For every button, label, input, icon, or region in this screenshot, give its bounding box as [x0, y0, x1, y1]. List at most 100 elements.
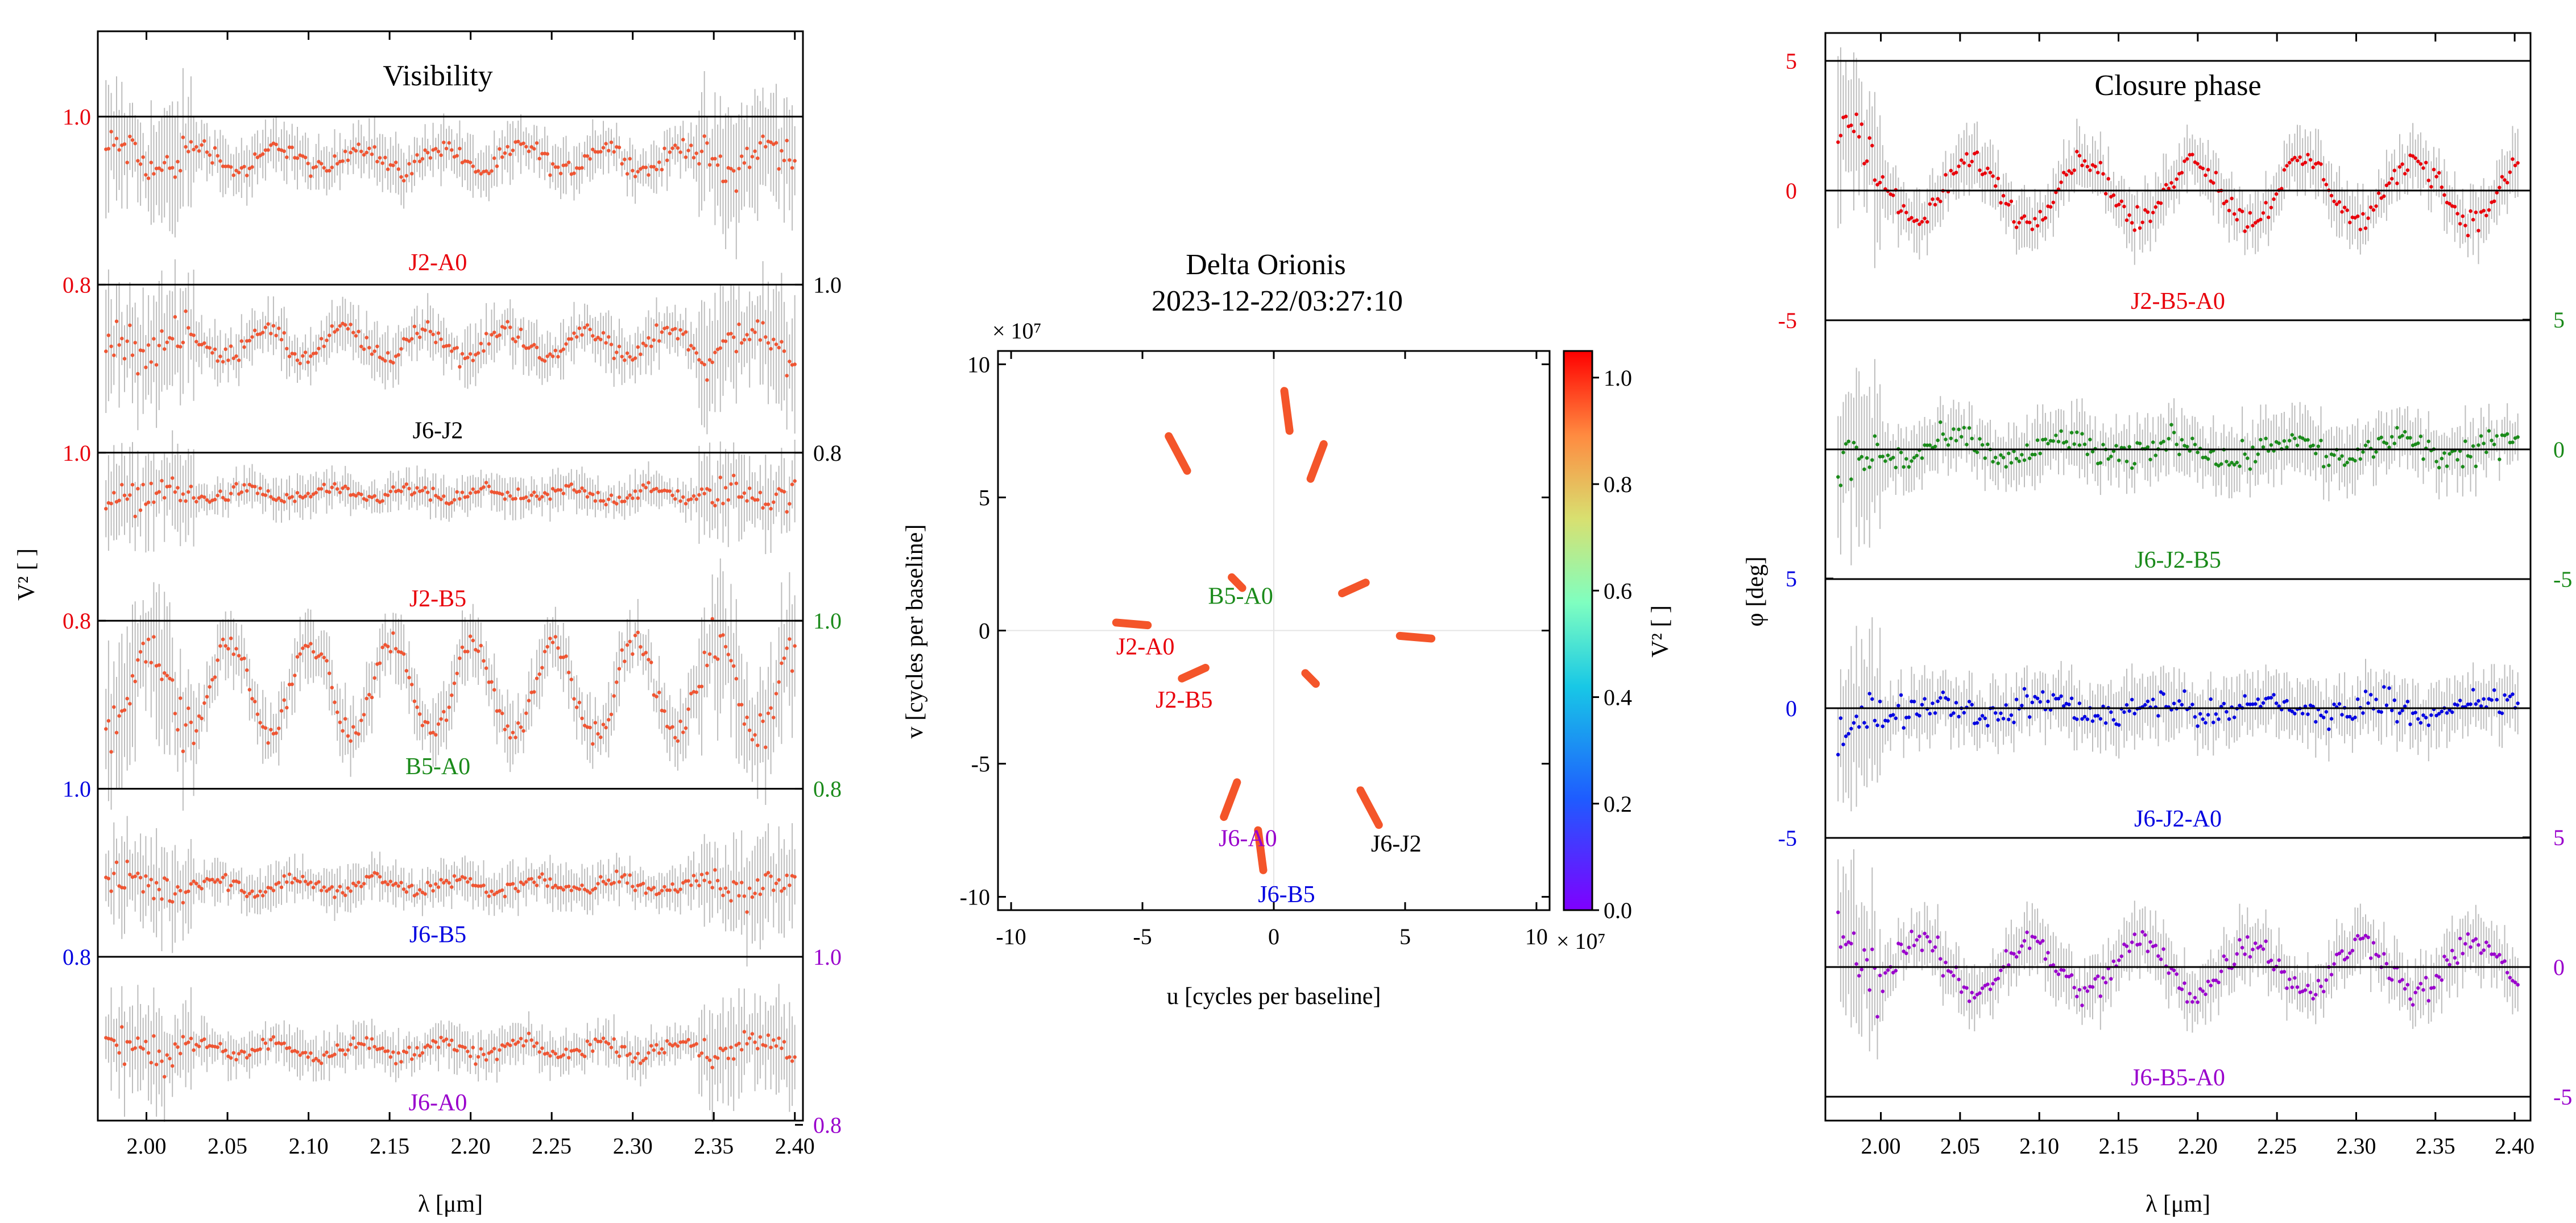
closure-phase-point — [2495, 955, 2499, 959]
closure-phase-point — [2109, 195, 2113, 199]
closure-phase-point — [2056, 972, 2061, 976]
visibility-point — [404, 1050, 408, 1055]
closure-phase-point — [2484, 940, 2488, 944]
closure-phase-point — [2337, 702, 2342, 706]
visibility-point — [128, 323, 132, 327]
visibility-point — [328, 168, 332, 173]
closure-phase-point — [2101, 172, 2105, 176]
visibility-point — [285, 346, 289, 351]
visibility-point — [788, 1055, 792, 1059]
visibility-point — [187, 1040, 190, 1044]
closure-phase-point — [2316, 978, 2321, 983]
closure-phase-point — [2190, 152, 2194, 156]
visibility-point — [482, 1052, 486, 1056]
visibility-point — [524, 1039, 528, 1043]
closure-phase-point — [2308, 990, 2313, 994]
visibility-point — [333, 330, 337, 334]
visibility-point — [596, 490, 600, 495]
visibility-point — [109, 1037, 113, 1041]
closure-phase-point — [2064, 440, 2068, 444]
visibility-point — [197, 342, 201, 347]
visibility-point — [583, 1054, 587, 1059]
closure-phase-point — [2248, 703, 2252, 706]
closure-phase-point — [1925, 220, 1929, 224]
visibility-point — [306, 882, 310, 886]
closure-phase-x-tick-label: 2.00 — [1861, 1133, 1901, 1159]
closure-phase-point — [1917, 934, 1921, 939]
visibility-point — [532, 147, 536, 151]
closure-phase-point — [1873, 434, 1877, 438]
visibility-point — [718, 476, 723, 480]
visibility-point — [285, 1046, 289, 1051]
uv-baseline-label: J6-J2 — [1371, 831, 1422, 857]
visibility-y-tick-label: 0.8 — [813, 776, 842, 802]
visibility-point — [506, 724, 510, 728]
visibility-point — [750, 155, 755, 159]
closure-phase-point — [2090, 449, 2095, 454]
visibility-point — [357, 142, 361, 146]
visibility-point — [655, 695, 659, 699]
visibility-y-tick-label: 0.8 — [813, 440, 842, 466]
visibility-point — [620, 162, 624, 166]
visibility-point — [647, 886, 651, 890]
visibility-point — [418, 159, 422, 163]
visibility-point — [436, 1046, 441, 1050]
visibility-point — [601, 146, 606, 150]
closure-phase-point — [2479, 434, 2483, 438]
closure-phase-y-tick-label: -5 — [1778, 825, 1797, 851]
visibility-point — [146, 637, 151, 642]
visibility-point — [223, 498, 227, 502]
visibility-point — [567, 337, 571, 341]
closure-phase-point — [2038, 941, 2042, 945]
closure-phase-point — [1994, 184, 1998, 188]
visibility-point — [468, 877, 473, 881]
closure-phase-point — [1894, 716, 1898, 720]
closure-phase-point — [2267, 960, 2271, 964]
visibility-point — [325, 1050, 329, 1055]
visibility-x-tick-label: 2.05 — [208, 1133, 247, 1159]
visibility-point — [378, 875, 382, 879]
uv-title-line2: 2023-12-22/03:27:10 — [1152, 285, 1403, 317]
visibility-point — [471, 638, 475, 643]
visibility-point — [341, 891, 345, 895]
visibility-point — [527, 699, 531, 703]
closure-phase-point — [2290, 709, 2294, 713]
closure-phase-point — [2471, 688, 2475, 692]
closure-phase-point — [2384, 183, 2389, 187]
visibility-point — [277, 496, 281, 500]
visibility-point — [282, 149, 286, 153]
closure-phase-point — [1862, 467, 1866, 472]
closure-phase-point — [2282, 168, 2287, 172]
visibility-point — [112, 143, 116, 147]
visibility-point — [503, 894, 507, 899]
visibility-point — [146, 883, 151, 888]
closure-phase-point — [2256, 452, 2260, 456]
visibility-point — [181, 135, 185, 139]
closure-phase-point — [2363, 443, 2368, 448]
visibility-point — [729, 1045, 733, 1050]
visibility-point — [407, 1046, 411, 1050]
visibility-point — [780, 889, 784, 893]
visibility-point — [686, 1038, 690, 1042]
visibility-point — [558, 349, 563, 353]
visibility-point — [612, 500, 616, 504]
closure-phase-point — [2246, 225, 2250, 229]
visibility-point — [301, 495, 305, 500]
visibility-point — [189, 720, 193, 725]
visibility-point — [444, 146, 449, 151]
closure-phase-point — [2397, 711, 2402, 715]
closure-phase-point — [1854, 112, 1858, 117]
visibility-point — [686, 148, 690, 152]
closure-phase-point — [2461, 465, 2465, 469]
visibility-point — [652, 1048, 656, 1052]
closure-phase-point — [2014, 225, 2019, 229]
visibility-point — [758, 490, 763, 494]
visibility-point — [585, 323, 590, 327]
closure-phase-point — [2390, 435, 2394, 439]
visibility-point — [721, 893, 725, 898]
visibility-point — [545, 644, 549, 649]
visibility-point — [333, 895, 337, 899]
visibility-point — [788, 158, 792, 162]
visibility-point — [317, 654, 321, 658]
visibility-point — [500, 711, 504, 716]
